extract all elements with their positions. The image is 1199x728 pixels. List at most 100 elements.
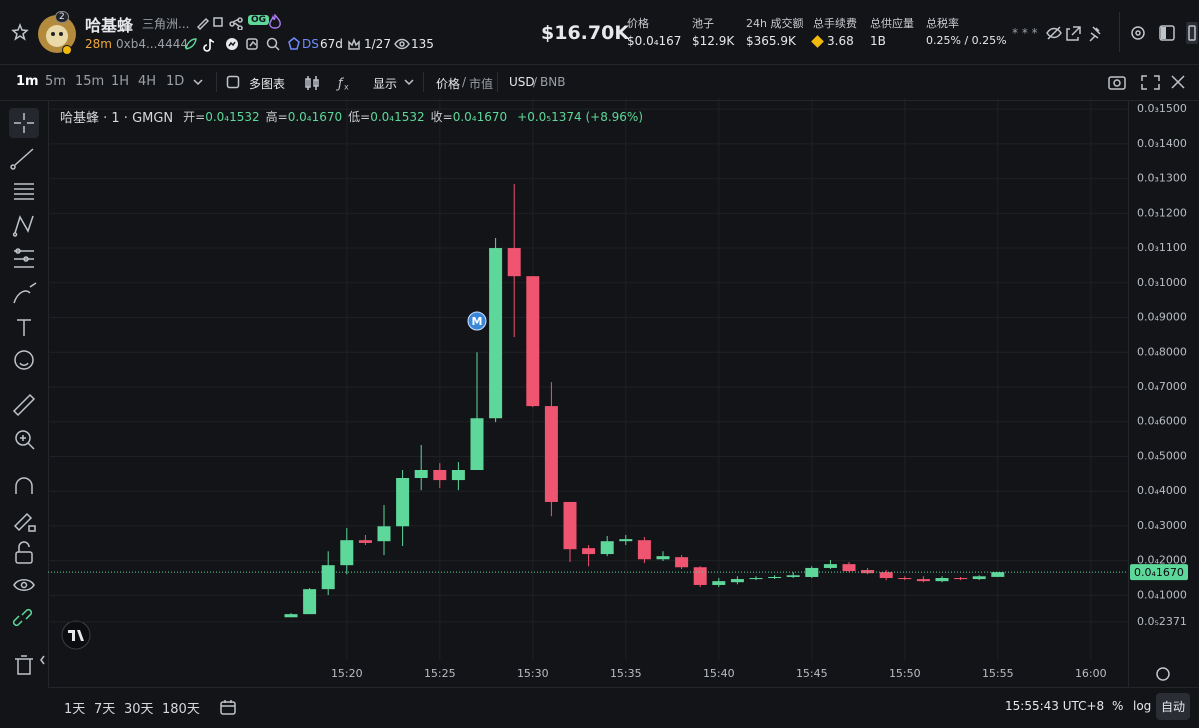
- toggle-sep: /: [462, 75, 467, 89]
- candle-body: [786, 575, 800, 577]
- toolbar-right-icons[interactable]: [1106, 72, 1192, 92]
- stat-label: 总供应量: [870, 17, 914, 30]
- candle-body: [358, 540, 372, 543]
- y-tick-label: 0.0₃1100: [1137, 241, 1187, 254]
- candle-body: [544, 406, 558, 502]
- drawing-tools[interactable]: [0, 101, 48, 687]
- candle-body: [656, 556, 670, 560]
- header-icons[interactable]: [196, 14, 246, 30]
- settings-icon[interactable]: [1156, 667, 1170, 681]
- display-dropdown[interactable]: [403, 77, 415, 87]
- candle-body: [749, 578, 763, 580]
- clock: 15:55:43 UTC+8: [1005, 699, 1105, 713]
- range-tab[interactable]: 30天: [124, 702, 154, 717]
- interval-dropdown[interactable]: [192, 77, 204, 87]
- candle-body: [935, 578, 949, 582]
- candle-body: [972, 576, 986, 580]
- market-cap: $16.70K: [541, 22, 630, 44]
- candle-body: [470, 418, 484, 471]
- bnb-toggle[interactable]: BNB: [540, 75, 566, 89]
- display-menu[interactable]: 显示: [373, 77, 398, 91]
- y-tick-label: 0.0₃1400: [1137, 137, 1187, 150]
- candle-body: [340, 540, 354, 566]
- stars: * * *: [1012, 26, 1038, 40]
- calendar-icon[interactable]: [218, 697, 238, 717]
- candle-body: [507, 248, 521, 277]
- candle-body: [582, 548, 596, 555]
- svg-text:ƒ: ƒ: [335, 77, 345, 92]
- social-icons[interactable]: [183, 36, 283, 52]
- range-tab[interactable]: 7天: [94, 702, 116, 717]
- holders-icon: [348, 37, 360, 50]
- legend-change: +0.0₅1374 (+8.96%): [517, 109, 643, 124]
- log-toggle[interactable]: log: [1133, 699, 1152, 713]
- percent-toggle[interactable]: %: [1112, 699, 1124, 713]
- stats: 价格 $0.0₄167 池子 $12.9K 24h 成交额 $365.9K 总手续费 3.68…: [627, 0, 1007, 64]
- header-right-icons[interactable]: [1045, 24, 1105, 42]
- legend-item: 开=0.0₄1532: [183, 108, 260, 125]
- age: 28m: [85, 37, 112, 51]
- y-tick-label: 0.0₄3000: [1137, 519, 1187, 532]
- multi-chart[interactable]: 多图表: [249, 77, 286, 91]
- y-tick-label: 0.0₄9000: [1137, 311, 1187, 324]
- x-tick-label: 15:20: [331, 667, 363, 680]
- range-tab[interactable]: 180天: [162, 702, 200, 717]
- stat-value: 3.68: [827, 34, 854, 48]
- candle-body: [563, 501, 577, 550]
- legend-label: 收=: [430, 110, 453, 124]
- x-tick-label: 15:30: [517, 667, 549, 680]
- x-tick-label: 15:25: [424, 667, 456, 680]
- interval-tab[interactable]: 1D: [166, 74, 185, 89]
- tv-logo[interactable]: [61, 620, 91, 650]
- x-tick-label: 15:45: [796, 667, 828, 680]
- price-toggle[interactable]: 价格: [436, 77, 461, 91]
- star-icon[interactable]: [10, 22, 30, 42]
- interval-tab[interactable]: 15m: [75, 74, 105, 89]
- interval-tab[interactable]: 5m: [45, 74, 66, 89]
- toggle-sep: /: [533, 75, 538, 89]
- window-icons[interactable]: [1128, 22, 1198, 44]
- auto-toggle[interactable]: 自动: [1156, 693, 1191, 720]
- interval-tab[interactable]: 1m: [16, 74, 39, 89]
- trade-marker[interactable]: [467, 311, 487, 331]
- candle-body: [600, 541, 614, 555]
- y-tick-label: 0.0₄5000: [1137, 449, 1187, 462]
- interval-tab[interactable]: 1H: [111, 74, 130, 89]
- candle-body: [991, 572, 1005, 577]
- candle-body: [861, 570, 875, 574]
- token-name: 哈基蜂: [85, 16, 134, 35]
- interval-tab[interactable]: 4H: [138, 74, 157, 89]
- candle-body: [637, 540, 651, 560]
- y-tick-label: 0.0₃1500: [1137, 102, 1187, 115]
- address[interactable]: 0xb4...4444: [116, 37, 188, 51]
- range-tab[interactable]: 1天: [64, 702, 86, 717]
- y-tick-label: 0.0₄6000: [1137, 415, 1187, 428]
- avatar[interactable]: [36, 12, 80, 56]
- divider: [1119, 12, 1120, 52]
- candle-body: [898, 578, 912, 580]
- x-tick-label: 15:40: [703, 667, 735, 680]
- stat-value: $365.9K: [746, 34, 796, 48]
- fire-icon: [269, 14, 281, 29]
- checkbox[interactable]: [226, 75, 240, 89]
- candle-body: [823, 564, 837, 568]
- candle-body: [675, 557, 689, 568]
- usd-toggle[interactable]: USD: [509, 75, 535, 89]
- y-tick-label: 0.0₃1300: [1137, 172, 1187, 185]
- y-tick-label: 0.0₄1000: [1137, 588, 1187, 601]
- y-tick-label: 0.0₄2000: [1137, 554, 1187, 567]
- views-icon: [394, 38, 410, 50]
- candle-body: [414, 470, 428, 478]
- y-tick-label: 0.0₃1000: [1137, 276, 1187, 289]
- drawing-toolbar: [0, 101, 49, 687]
- candle-body: [954, 578, 968, 580]
- candle-body: [284, 614, 298, 618]
- y-tick-label: 0.0₅2371: [1137, 615, 1187, 628]
- legend-label: 开=: [183, 110, 206, 124]
- legend-value: 0.0₄1670: [452, 110, 508, 124]
- mcap-toggle[interactable]: 市值: [469, 77, 494, 91]
- og-badge: OG: [248, 15, 270, 25]
- stat-value: 0.25% / 0.25%: [926, 34, 1007, 47]
